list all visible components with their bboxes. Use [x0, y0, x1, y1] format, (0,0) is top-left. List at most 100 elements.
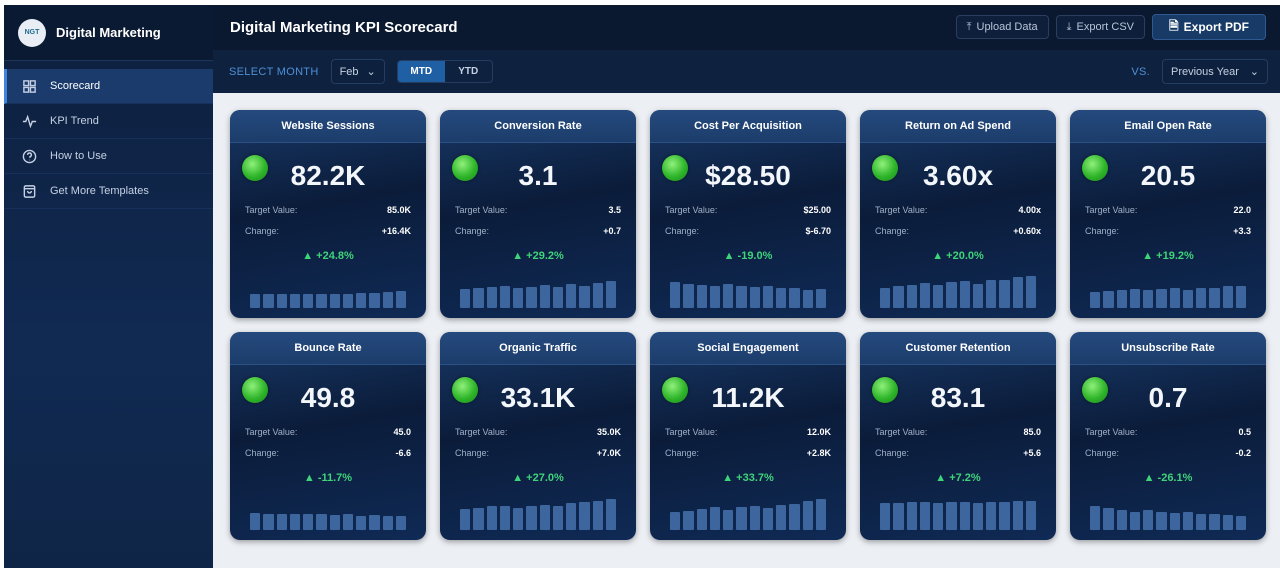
change-percent: ▲ +29.2% [512, 250, 564, 262]
target-value: 85.0 [1023, 427, 1041, 437]
trend-sparkline [880, 274, 1036, 308]
trend-bar [1103, 508, 1114, 530]
trend-bar [592, 500, 603, 530]
upload-icon: ⤒ [966, 20, 972, 33]
upload-data-button[interactable]: ⤒ Upload Data [955, 15, 1049, 39]
chevron-down-icon: ⌄ [366, 66, 376, 78]
trend-bar [1209, 287, 1220, 308]
trend-bar [566, 284, 577, 308]
trend-bar [986, 502, 997, 530]
change-value: +3.3 [1233, 226, 1251, 236]
tab-mtd[interactable]: MTD [397, 61, 445, 82]
trend-bar [946, 282, 957, 308]
trend-bar [1129, 288, 1140, 308]
trend-sparkline [460, 274, 616, 308]
trend-bar [959, 281, 970, 308]
trend-bar [356, 515, 367, 530]
trend-bar [789, 504, 800, 530]
trend-sparkline [1090, 496, 1246, 530]
trend-bar [1209, 513, 1220, 530]
kpi-card: Return on Ad Spend 3.60x Target Value: 4.… [860, 110, 1056, 318]
month-value: Feb [339, 65, 359, 78]
target-row: Target Value: 85.0K [245, 205, 411, 215]
trend-bar [395, 291, 406, 308]
target-value: $25.00 [803, 205, 831, 215]
sidebar-item-scorecard[interactable]: Scorecard [4, 69, 213, 104]
change-row: Change: +16.4K [245, 226, 411, 236]
trend-bar [972, 284, 983, 308]
month-select[interactable]: Feb ⌄ [330, 59, 385, 84]
trend-bar [499, 505, 510, 530]
trend-bar [1222, 286, 1233, 308]
scorecard-grid: Website Sessions 82.2K Target Value: 85.0… [213, 93, 1280, 568]
trend-bar [1025, 276, 1036, 308]
target-row: Target Value: 0.5 [1085, 427, 1251, 437]
brand: NGT Digital Marketing [4, 5, 213, 61]
brand-name: Digital Marketing [56, 25, 161, 40]
change-percent: ▲ +33.7% [722, 472, 774, 484]
target-row: Target Value: 4.00x [875, 205, 1041, 215]
target-value: 12.0K [806, 427, 831, 437]
sidebar-item-get-more-templates[interactable]: Get More Templates [4, 174, 213, 209]
page-title: Digital Marketing KPI Scorecard [230, 19, 458, 36]
target-label: Target Value: [245, 427, 298, 437]
trend-bar [250, 294, 261, 308]
kpi-title: Return on Ad Spend [860, 110, 1056, 143]
trend-bar [552, 286, 563, 308]
change-row: Change: -6.6 [245, 448, 411, 458]
filter-bar: SELECT MONTH Feb ⌄ MTD YTD VS. Previous Y… [213, 50, 1280, 93]
export-csv-label: Export CSV [1076, 21, 1134, 33]
trend-bar [1103, 291, 1114, 308]
kpi-title: Social Engagement [650, 332, 846, 365]
trend-bar [1235, 515, 1246, 530]
change-label: Change: [1085, 448, 1120, 458]
status-indicator-icon [1082, 155, 1108, 181]
trend-bar [329, 293, 340, 308]
trend-sparkline [460, 496, 616, 530]
logo: NGT [18, 18, 46, 47]
change-value: +0.7 [603, 226, 621, 236]
status-indicator-icon [242, 155, 268, 181]
export-csv-button[interactable]: ⤓ Export CSV [1055, 15, 1145, 39]
status-indicator-icon [872, 377, 898, 403]
trend-bar [999, 280, 1010, 308]
trend-bar [1182, 289, 1193, 308]
trend-bar [670, 512, 681, 530]
trend-bar [1182, 511, 1193, 530]
help-circle-icon [22, 149, 37, 163]
trend-bar [762, 508, 773, 530]
trend-bar [709, 506, 720, 530]
sidebar-item-kpi-trend[interactable]: KPI Trend [4, 104, 213, 139]
kpi-title: Bounce Rate [230, 332, 426, 365]
kpi-value: 0.7 [1148, 382, 1188, 413]
status-indicator-icon [1082, 377, 1108, 403]
select-month-label: SELECT MONTH [229, 65, 319, 78]
compare-select[interactable]: Previous Year ⌄ [1162, 59, 1268, 84]
trend-bar [723, 509, 734, 530]
change-row: Change: +7.0K [455, 448, 621, 458]
trend-bar [329, 515, 340, 530]
trend-bar [303, 513, 314, 530]
trend-bar [1116, 510, 1127, 530]
change-percent: ▲ -26.1% [1143, 472, 1193, 484]
change-value: -0.2 [1235, 448, 1251, 458]
trend-bar [933, 502, 944, 530]
export-pdf-button[interactable]: 🗎 Export PDF [1152, 14, 1266, 40]
pulse-icon [22, 114, 37, 128]
kpi-value: 49.8 [300, 382, 356, 413]
trend-bar [933, 284, 944, 308]
trend-bar [552, 506, 563, 530]
trend-bar [276, 293, 287, 308]
tab-ytd[interactable]: YTD [458, 66, 479, 77]
target-value: 45.0 [393, 427, 411, 437]
trend-bar [579, 285, 590, 308]
kpi-value: 33.1K [500, 382, 576, 413]
trend-bar [959, 502, 970, 530]
trend-bar [289, 514, 300, 530]
change-value: +5.6 [1023, 448, 1041, 458]
trend-bar [802, 289, 813, 308]
change-value: +7.0K [596, 448, 621, 458]
sidebar-item-how-to-use[interactable]: How to Use [4, 139, 213, 174]
change-row: Change: +0.7 [455, 226, 621, 236]
trend-bar [486, 286, 497, 308]
